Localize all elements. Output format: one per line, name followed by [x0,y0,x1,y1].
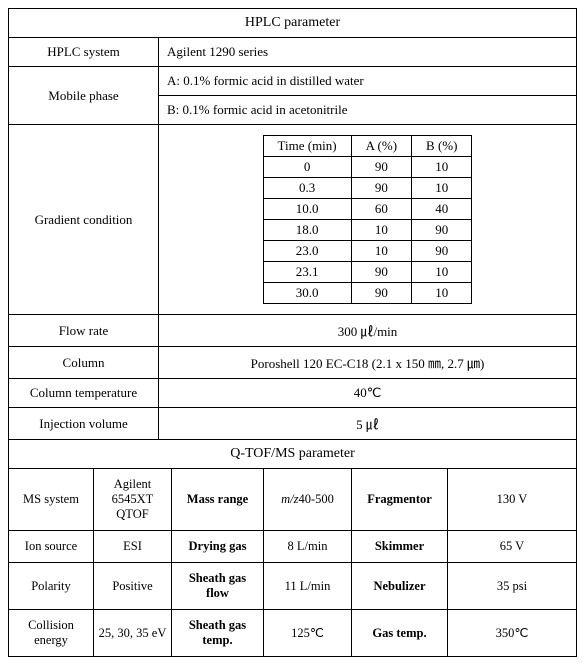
qtof-value: m/z 40-500 [264,469,352,530]
qtof-row: Collision energy25, 30, 35 eVSheath gas … [9,610,576,656]
gradient-cell: 10.0 [263,199,351,220]
gradient-row: 10.06040 [263,199,472,220]
gradient-table-wrap: Time (min)A (%)B (%) 090100.3901010.0604… [159,125,576,314]
qtof-label: Polarity [9,563,94,609]
label-mobile-phase: Mobile phase [9,67,159,124]
gradient-cell: 90 [351,178,411,199]
qtof-value: 35 psi [448,563,576,609]
qtof-value: Positive [94,563,172,609]
label-gradient: Gradient condition [9,125,159,314]
gradient-row: 0.39010 [263,178,472,199]
gradient-cell: 23.1 [263,262,351,283]
mobile-phase-b: B: 0.1% formic acid in acetonitrile [159,96,576,124]
qtof-value: 130 V [448,469,576,530]
gradient-header: Time (min) [263,136,351,157]
qtof-row: MS systemAgilent 6545XT QTOFMass rangem/… [9,469,576,531]
value-hplc-system: Agilent 1290 series [159,38,576,66]
value-column-temp: 40℃ [159,379,576,407]
gradient-cell: 90 [351,157,411,178]
gradient-cell: 30.0 [263,283,351,304]
qtof-label: Ion source [9,531,94,562]
qtof-value: 125℃ [264,610,352,656]
qtof-value: 65 V [448,531,576,562]
qtof-label: Sheath gas temp. [172,610,264,656]
mobile-phase-values: A: 0.1% formic acid in distilled water B… [159,67,576,124]
gradient-cell: 90 [412,220,472,241]
qtof-value: 8 L/min [264,531,352,562]
row-gradient: Gradient condition Time (min)A (%)B (%) … [9,125,576,315]
gradient-cell: 10 [412,157,472,178]
parameter-table: HPLC parameter HPLC system Agilent 1290 … [8,8,577,657]
qtof-label: Fragmentor [352,469,448,530]
gradient-row: 30.09010 [263,283,472,304]
value-injection: 5 ㎕ [159,408,576,439]
qtof-value: 350℃ [448,610,576,656]
qtof-label: Skimmer [352,531,448,562]
label-column-temp: Column temperature [9,379,159,407]
gradient-row: 18.01090 [263,220,472,241]
qtof-title: Q-TOF/MS parameter [9,440,576,469]
gradient-cell: 90 [351,262,411,283]
row-injection: Injection volume 5 ㎕ [9,408,576,440]
gradient-row: 23.19010 [263,262,472,283]
row-hplc-system: HPLC system Agilent 1290 series [9,38,576,67]
gradient-cell: 10 [351,241,411,262]
qtof-value: Agilent 6545XT QTOF [94,469,172,530]
row-column: Column Poroshell 120 EC-C18 (2.1 x 150 ㎜… [9,347,576,379]
mobile-phase-a: A: 0.1% formic acid in distilled water [159,67,576,96]
hplc-title: HPLC parameter [9,9,576,38]
qtof-row: PolarityPositiveSheath gas flow11 L/minN… [9,563,576,610]
qtof-value: 25, 30, 35 eV [94,610,172,656]
qtof-label: Collision energy [9,610,94,656]
gradient-cell: 23.0 [263,241,351,262]
row-column-temp: Column temperature 40℃ [9,379,576,408]
qtof-grid: MS systemAgilent 6545XT QTOFMass rangem/… [9,469,576,656]
value-column: Poroshell 120 EC-C18 (2.1 x 150 ㎜, 2.7 ㎛… [159,347,576,378]
row-mobile-phase: Mobile phase A: 0.1% formic acid in dist… [9,67,576,125]
gradient-table: Time (min)A (%)B (%) 090100.3901010.0604… [263,135,473,304]
gradient-header: A (%) [351,136,411,157]
gradient-header: B (%) [412,136,472,157]
gradient-cell: 90 [351,283,411,304]
qtof-row: Ion sourceESIDrying gas8 L/minSkimmer65 … [9,531,576,563]
row-flow-rate: Flow rate 300 ㎕/min [9,315,576,347]
gradient-cell: 18.0 [263,220,351,241]
gradient-cell: 90 [412,241,472,262]
qtof-label: Drying gas [172,531,264,562]
gradient-cell: 10 [412,262,472,283]
gradient-cell: 40 [412,199,472,220]
qtof-label: Nebulizer [352,563,448,609]
qtof-value: 11 L/min [264,563,352,609]
gradient-cell: 0.3 [263,178,351,199]
gradient-cell: 10 [351,220,411,241]
label-flow-rate: Flow rate [9,315,159,346]
qtof-value: ESI [94,531,172,562]
label-injection: Injection volume [9,408,159,439]
gradient-cell: 0 [263,157,351,178]
qtof-label: Sheath gas flow [172,563,264,609]
qtof-label: Gas temp. [352,610,448,656]
gradient-row: 09010 [263,157,472,178]
qtof-label: Mass range [172,469,264,530]
gradient-cell: 60 [351,199,411,220]
gradient-cell: 10 [412,178,472,199]
value-flow-rate: 300 ㎕/min [159,315,576,346]
label-hplc-system: HPLC system [9,38,159,66]
gradient-row: 23.01090 [263,241,472,262]
label-column: Column [9,347,159,378]
qtof-label: MS system [9,469,94,530]
gradient-cell: 10 [412,283,472,304]
